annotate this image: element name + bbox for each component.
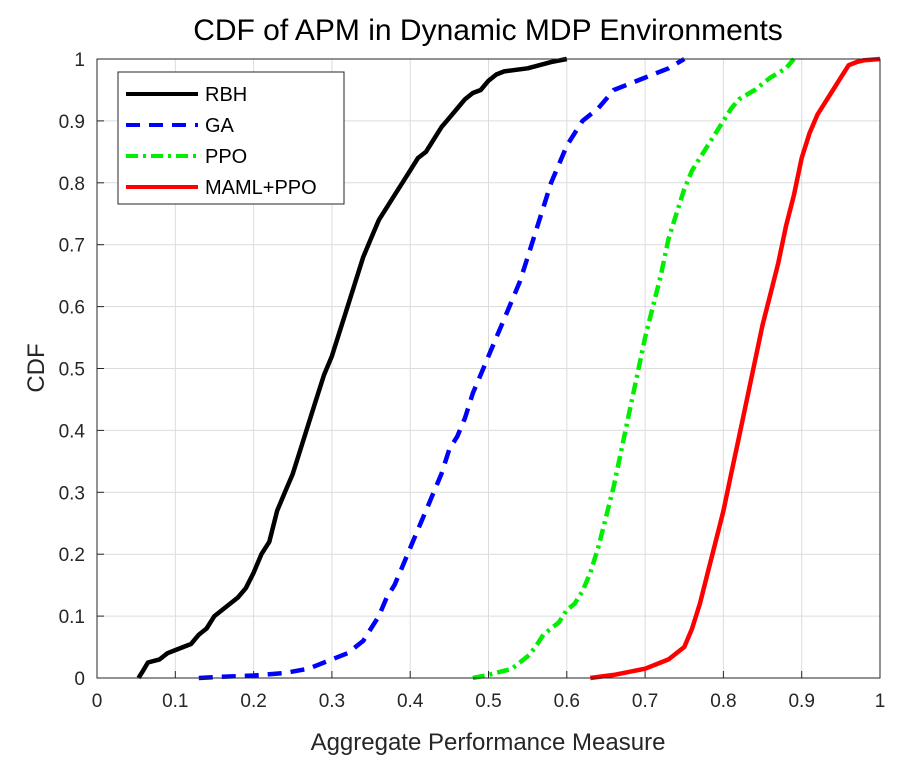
y-tick-label: 0.4 [59, 421, 86, 442]
y-tick-label: 0.5 [59, 360, 85, 381]
x-tick-label: 0.5 [475, 691, 501, 712]
y-tick-label: 1 [74, 50, 85, 71]
legend-label-ga: GA [205, 115, 235, 137]
x-tick-label: 0.4 [397, 691, 424, 712]
series-line-rbh [136, 56, 568, 680]
series-line-ga [198, 57, 686, 681]
legend-label-rbh: RBH [205, 84, 247, 106]
legend: RBH GA PPO MAML+PPO [117, 71, 345, 205]
x-tick-label: 0.2 [240, 691, 266, 712]
y-tick-label: 0.3 [59, 483, 85, 504]
y-tick-label: 0.8 [59, 174, 85, 195]
legend-label-maml-ppo: MAML+PPO [205, 177, 317, 199]
y-tick-label: 0.9 [59, 112, 85, 133]
y-axis-label: CDF [23, 343, 50, 392]
x-tick-label: 0.6 [554, 691, 580, 712]
x-tick-label: 0.7 [632, 691, 658, 712]
series-lines [136, 56, 881, 681]
axis-ticks: 0 0.1 0.2 0.3 0.4 0.5 0.6 0.7 0.8 0.9 1 0 0.1 0.2 0.3 0… [59, 50, 886, 712]
x-tick-label: 0.1 [162, 691, 188, 712]
x-tick-label: 0.9 [788, 691, 814, 712]
y-tick-label: 0.2 [59, 545, 85, 566]
series-line-ppo [472, 57, 796, 681]
y-tick-label: 0.6 [59, 298, 85, 319]
x-tick-label: 0.8 [710, 691, 736, 712]
x-tick-label: 1 [875, 691, 886, 712]
chart-title: CDF of APM in Dynamic MDP Environments [193, 14, 783, 47]
x-tick-label: 0 [92, 691, 103, 712]
x-tick-label: 0.3 [319, 691, 345, 712]
legend-label-ppo: PPO [205, 146, 247, 168]
plot-area-frame [96, 58, 881, 679]
x-axis-label: Aggregate Performance Measure [311, 729, 666, 756]
y-tick-label: 0.7 [59, 236, 85, 257]
y-tick-label: 0.1 [59, 607, 85, 628]
series-line-maml-ppo [590, 56, 881, 681]
y-tick-label: 0 [74, 669, 85, 690]
